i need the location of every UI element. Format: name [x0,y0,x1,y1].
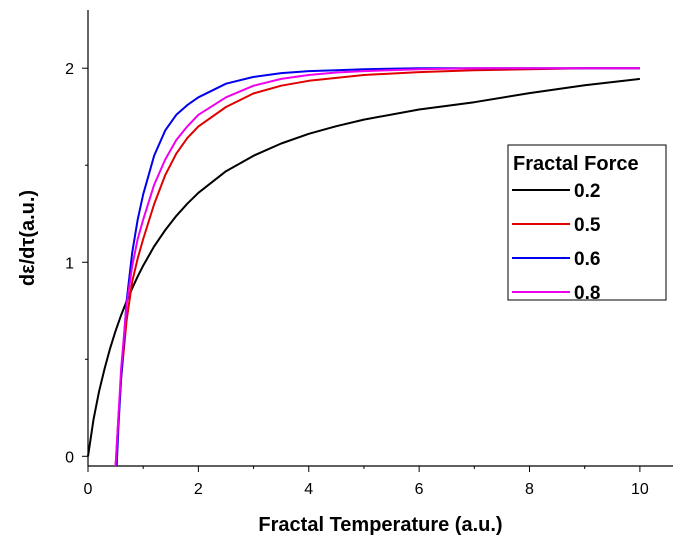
x-tick-label: 6 [415,481,424,498]
legend-label-0.5: 0.5 [574,215,601,236]
x-tick-label: 2 [194,481,203,498]
x-axis-title: Fractal Temperature (a.u.) [258,514,502,536]
legend-box [507,144,667,301]
legend-label-0.6: 0.6 [574,249,600,270]
y-tick-label: 1 [65,255,74,272]
series-layer [87,67,641,467]
y-tick-label: 0 [65,449,74,466]
axis-ticks: 0 2 4 6 8 10 0 1 2 [65,61,649,498]
x-tick-label: 8 [525,481,534,498]
series-0.2-line [87,77,641,457]
legend-label-0.2: 0.2 [574,181,600,202]
x-tick-label: 10 [631,481,649,498]
y-tick-label: 2 [65,61,74,78]
legend-title: Fractal Force [513,153,639,175]
y-axis-title: dε/dτ(a.u.) [17,190,39,286]
plot-area [87,10,673,467]
x-tick-label: 0 [84,481,93,498]
x-tick-label: 4 [304,481,313,498]
legend: Fractal Force 0.2 0.5 0.6 0.8 [507,144,667,304]
legend-label-0.8: 0.8 [574,283,600,304]
series-0.5-line [114,67,640,467]
series-0.8-line [114,67,640,467]
